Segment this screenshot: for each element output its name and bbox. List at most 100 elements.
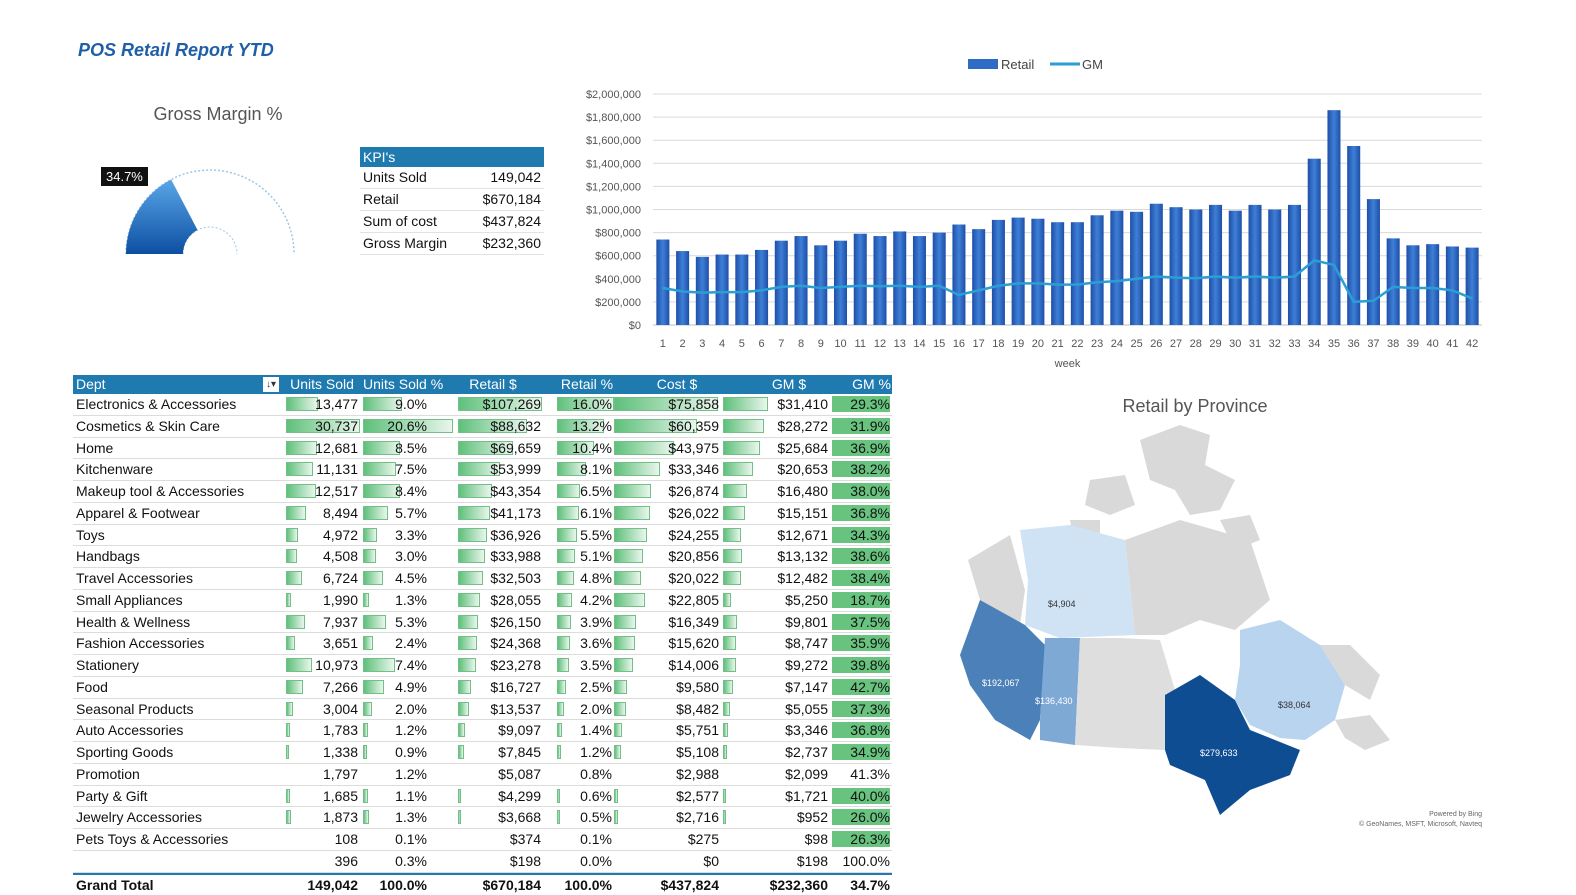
gm-point <box>919 286 921 288</box>
cell-cost: $20,022 <box>614 568 719 589</box>
gm-point <box>1412 287 1414 289</box>
x-tick-label: 28 <box>1190 338 1202 350</box>
cell-dept: Health & Wellness <box>76 612 281 633</box>
cell-gm: $20,653 <box>723 459 828 480</box>
cell-units-pct: 1.1% <box>363 786 427 807</box>
cell-dept: Kitchenware <box>76 459 281 480</box>
column-header-dept[interactable]: Dept <box>76 375 276 394</box>
column-header-units: Units Sold <box>286 375 358 394</box>
cell-dept: Travel Accessories <box>76 568 281 589</box>
cell-retail-pct: 1.2% <box>557 742 612 763</box>
cell-retail-pct: 2.5% <box>557 677 612 698</box>
cell-retail: $7,845 <box>458 742 541 763</box>
x-tick-label: 16 <box>953 338 965 350</box>
gm-point <box>820 287 822 289</box>
cell-gm-pct: 41.3% <box>830 764 890 785</box>
y-tick-label: $1,200,000 <box>586 181 641 193</box>
cell-units-pct: 0.9% <box>363 742 427 763</box>
cell-cost: $33,346 <box>614 459 719 480</box>
gm-point <box>899 285 901 287</box>
cell-gm: $25,684 <box>723 438 828 459</box>
cell-cost: $15,620 <box>614 633 719 654</box>
cell-retail: $3,668 <box>458 807 541 828</box>
kpi-value: 149,042 <box>490 167 541 188</box>
kpi-label: Units Sold <box>363 167 427 188</box>
cell-dept: Seasonal Products <box>76 699 281 720</box>
y-tick-label: $2,000,000 <box>586 89 641 101</box>
y-tick-label: $0 <box>629 320 641 332</box>
retail-bar <box>755 250 768 325</box>
gauge-title: Gross Margin % <box>118 104 318 125</box>
x-tick-label: 35 <box>1328 338 1340 350</box>
gm-point <box>741 291 743 293</box>
cell-units: 108 <box>286 829 358 850</box>
cell-gm-pct: 29.3% <box>830 394 890 415</box>
retail-bar <box>1466 248 1479 325</box>
x-tick-label: 19 <box>1012 338 1024 350</box>
cell-retail-pct: 16.0% <box>557 394 612 415</box>
gm-point <box>761 290 763 292</box>
retail-bar <box>814 245 827 325</box>
column-header-cost: Cost $ <box>647 375 707 394</box>
map-label: $4,904 <box>1048 599 1076 609</box>
cell-dept: Stationery <box>76 655 281 676</box>
filter-sort-icon[interactable]: ↓▾ <box>263 377 279 392</box>
cell-units-pct: 2.4% <box>363 633 427 654</box>
cell-cost: $60,359 <box>614 416 719 437</box>
retail-bar <box>834 241 847 325</box>
cell-units: 6,724 <box>286 568 358 589</box>
cell-gm-pct: 36.8% <box>830 503 890 524</box>
cell-gm: $28,272 <box>723 416 828 437</box>
cell-gm: $12,482 <box>723 568 828 589</box>
gm-point <box>780 286 782 288</box>
y-tick-label: $800,000 <box>595 228 641 240</box>
cell-cost: $22,805 <box>614 590 719 611</box>
cell-retail-pct: 10.4% <box>557 438 612 459</box>
gm-point <box>1333 264 1335 266</box>
cell-retail: $16,727 <box>458 677 541 698</box>
gm-point <box>1353 301 1355 303</box>
cell-units-pct: 20.6% <box>363 416 427 437</box>
gm-point <box>1195 277 1197 279</box>
cell-units: 10,973 <box>286 655 358 676</box>
gm-point <box>662 287 664 289</box>
cell-units-pct: 9.0% <box>363 394 427 415</box>
cell-units: 3,651 <box>286 633 358 654</box>
y-tick-label: $1,000,000 <box>586 205 641 217</box>
cell-retail-pct: 6.1% <box>557 503 612 524</box>
cell-units: 1,797 <box>286 764 358 785</box>
x-tick-label: 30 <box>1229 338 1241 350</box>
retail-bar <box>1387 238 1400 325</box>
retail-bar <box>795 236 808 325</box>
saskatchewan-region <box>1075 638 1120 748</box>
gm-point <box>1234 277 1236 279</box>
retail-bar <box>1406 245 1419 325</box>
cell-dept: Fashion Accessories <box>76 633 281 654</box>
column-header-units_pct: Units Sold % <box>363 375 438 394</box>
x-tick-label: 5 <box>739 338 745 350</box>
x-tick-label: 33 <box>1288 338 1300 350</box>
northwest-territories-region <box>1020 525 1135 638</box>
cell-retail: $13,537 <box>458 699 541 720</box>
gm-point <box>1136 278 1138 280</box>
y-tick-label: $1,600,000 <box>586 135 641 147</box>
cell-units-pct: 4.9% <box>363 677 427 698</box>
cell-gm: $5,250 <box>723 590 828 611</box>
cell-units: 4,972 <box>286 525 358 546</box>
x-tick-label: 10 <box>834 338 846 350</box>
retail-bar <box>1268 210 1281 326</box>
cell-cost: $2,577 <box>614 786 719 807</box>
gm-point <box>1373 300 1375 302</box>
x-tick-label: 21 <box>1052 338 1064 350</box>
retail-bar <box>893 231 906 325</box>
x-tick-label: 42 <box>1466 338 1478 350</box>
quebec-region <box>1235 620 1345 740</box>
map-label: $38,064 <box>1278 700 1311 710</box>
cell-gm: $198 <box>723 851 828 872</box>
cell-units: 1,873 <box>286 807 358 828</box>
cell-gm-pct: 34.3% <box>830 525 890 546</box>
